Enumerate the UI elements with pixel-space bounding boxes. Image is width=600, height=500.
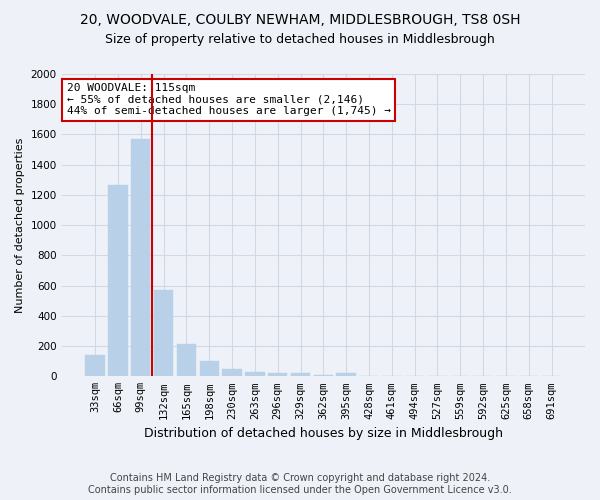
Bar — [131, 139, 151, 376]
Y-axis label: Number of detached properties: Number of detached properties — [15, 138, 25, 313]
Bar — [245, 372, 265, 376]
Bar — [85, 355, 105, 376]
Text: 20 WOODVALE: 115sqm
← 55% of detached houses are smaller (2,146)
44% of semi-det: 20 WOODVALE: 115sqm ← 55% of detached ho… — [67, 83, 391, 116]
Bar — [337, 374, 356, 376]
Bar — [268, 374, 287, 376]
Text: Contains HM Land Registry data © Crown copyright and database right 2024.
Contai: Contains HM Land Registry data © Crown c… — [88, 474, 512, 495]
Bar — [177, 344, 196, 376]
Bar — [314, 375, 333, 376]
Bar — [200, 361, 219, 376]
Bar — [154, 290, 173, 376]
Text: 20, WOODVALE, COULBY NEWHAM, MIDDLESBROUGH, TS8 0SH: 20, WOODVALE, COULBY NEWHAM, MIDDLESBROU… — [80, 12, 520, 26]
Bar — [108, 185, 128, 376]
Bar — [291, 374, 310, 376]
Bar — [223, 368, 242, 376]
Text: Size of property relative to detached houses in Middlesbrough: Size of property relative to detached ho… — [105, 32, 495, 46]
X-axis label: Distribution of detached houses by size in Middlesbrough: Distribution of detached houses by size … — [144, 427, 503, 440]
